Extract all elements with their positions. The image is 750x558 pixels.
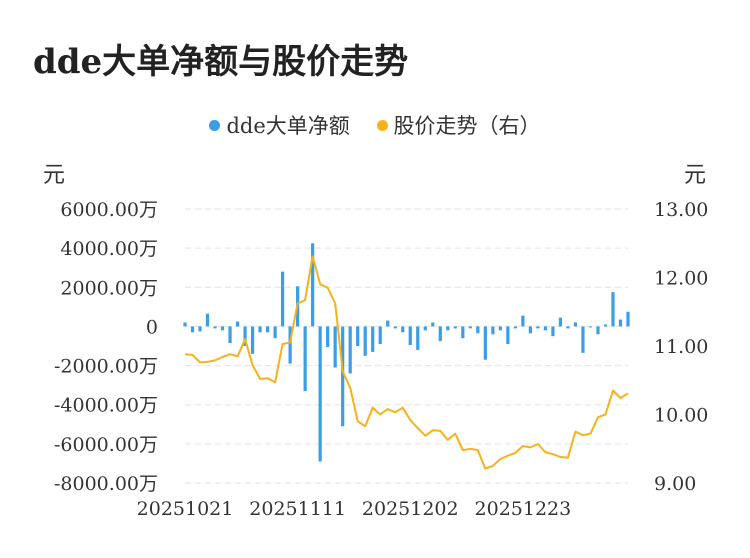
dde-bar bbox=[468, 326, 472, 329]
right-tick-label: 10.00 bbox=[654, 405, 708, 427]
dde-bar bbox=[431, 322, 435, 327]
dde-bar bbox=[363, 326, 367, 356]
legend-dot-price bbox=[376, 119, 388, 131]
legend: dde大单净额 股价走势（右） bbox=[0, 110, 750, 140]
dde-bar bbox=[626, 311, 630, 327]
dde-bar bbox=[371, 326, 375, 352]
dde-bar bbox=[228, 326, 232, 344]
dde-bar bbox=[386, 320, 390, 327]
dde-bar bbox=[588, 326, 593, 328]
legend-item-price[interactable]: 股价走势（右） bbox=[376, 110, 541, 140]
dde-bar bbox=[603, 324, 608, 327]
dde-bar bbox=[581, 326, 585, 353]
dde-bar bbox=[326, 326, 330, 347]
right-axis-unit: 元 bbox=[684, 163, 707, 188]
legend-item-dde[interactable]: dde大单净额 bbox=[209, 110, 350, 140]
dde-bar bbox=[341, 326, 345, 427]
dde-bar bbox=[205, 313, 210, 327]
dde-bar bbox=[438, 326, 442, 342]
dde-bar bbox=[273, 326, 277, 339]
dde-bar bbox=[235, 321, 240, 327]
right-tick-label: 11.00 bbox=[654, 336, 708, 358]
dde-bar bbox=[453, 326, 457, 329]
dde-bar bbox=[183, 322, 187, 327]
dde-bar bbox=[333, 326, 337, 368]
left-tick-label: 6000.00万 bbox=[60, 199, 158, 221]
dde-bar bbox=[536, 326, 540, 329]
right-tick-label: 13.00 bbox=[654, 199, 708, 221]
x-tick-label: 20251202 bbox=[362, 498, 459, 520]
dde-bar bbox=[476, 326, 480, 334]
dde-bar bbox=[393, 326, 397, 329]
dde-bar bbox=[551, 326, 555, 337]
x-tick-label: 20251223 bbox=[475, 498, 572, 520]
legend-label-price: 股价走势（右） bbox=[393, 114, 541, 138]
dde-bar bbox=[250, 326, 255, 354]
dde-bar bbox=[483, 326, 487, 360]
dde-bar bbox=[446, 326, 450, 331]
left-tick-label: 2000.00万 bbox=[60, 277, 158, 299]
legend-dot-dde bbox=[209, 119, 221, 131]
legend-label-dde: dde大单净额 bbox=[226, 114, 350, 138]
right-tick-label: 9.00 bbox=[654, 473, 696, 495]
left-tick-label: 0 bbox=[146, 316, 158, 338]
dde-bar bbox=[348, 326, 352, 374]
dde-bar bbox=[528, 326, 532, 334]
dde-bar bbox=[213, 326, 217, 329]
dde-bar bbox=[311, 243, 315, 327]
left-tick-label: -4000.00万 bbox=[54, 395, 158, 417]
right-tick-label: 12.00 bbox=[654, 268, 708, 290]
x-tick-label: 20251021 bbox=[137, 498, 234, 520]
dde-bar bbox=[265, 326, 270, 333]
dde-bar bbox=[190, 326, 195, 333]
dde-bar bbox=[408, 326, 412, 346]
dde-bar bbox=[416, 326, 420, 350]
dde-bar bbox=[558, 317, 563, 327]
dde-bar bbox=[611, 292, 615, 327]
dde-bar bbox=[401, 326, 405, 333]
chart-title: dde大单净额与股价走势 bbox=[33, 42, 409, 82]
dde-bar bbox=[318, 326, 322, 462]
left-tick-label: -6000.00万 bbox=[54, 434, 158, 456]
dde-bar bbox=[220, 326, 225, 331]
price-line bbox=[184, 255, 629, 470]
dde-bar bbox=[288, 326, 292, 364]
left-tick-label: -8000.00万 bbox=[54, 473, 158, 495]
dde-bar bbox=[506, 326, 510, 345]
dde-bar bbox=[378, 326, 382, 345]
dde-bar bbox=[423, 326, 427, 331]
dde-bar bbox=[498, 326, 502, 331]
dde-bar bbox=[303, 326, 307, 392]
dde-bar bbox=[566, 326, 570, 329]
dde-bar bbox=[461, 326, 465, 339]
dde-bar bbox=[513, 326, 517, 329]
dde-bar bbox=[521, 315, 525, 327]
dde-bar bbox=[543, 326, 548, 331]
dde-bar bbox=[491, 326, 495, 335]
dde-bar bbox=[198, 326, 202, 332]
left-tick-label: -2000.00万 bbox=[54, 356, 158, 378]
dde-bar bbox=[258, 326, 262, 333]
dde-bar bbox=[243, 326, 247, 346]
left-axis-unit: 元 bbox=[43, 163, 66, 188]
dde-bar bbox=[281, 271, 285, 327]
dde-bar bbox=[356, 326, 360, 346]
x-tick-label: 20251111 bbox=[249, 498, 346, 520]
left-tick-label: 4000.00万 bbox=[60, 238, 158, 260]
dde-bar bbox=[596, 326, 600, 335]
dde-bar bbox=[618, 319, 623, 327]
dde-bar bbox=[573, 322, 578, 327]
